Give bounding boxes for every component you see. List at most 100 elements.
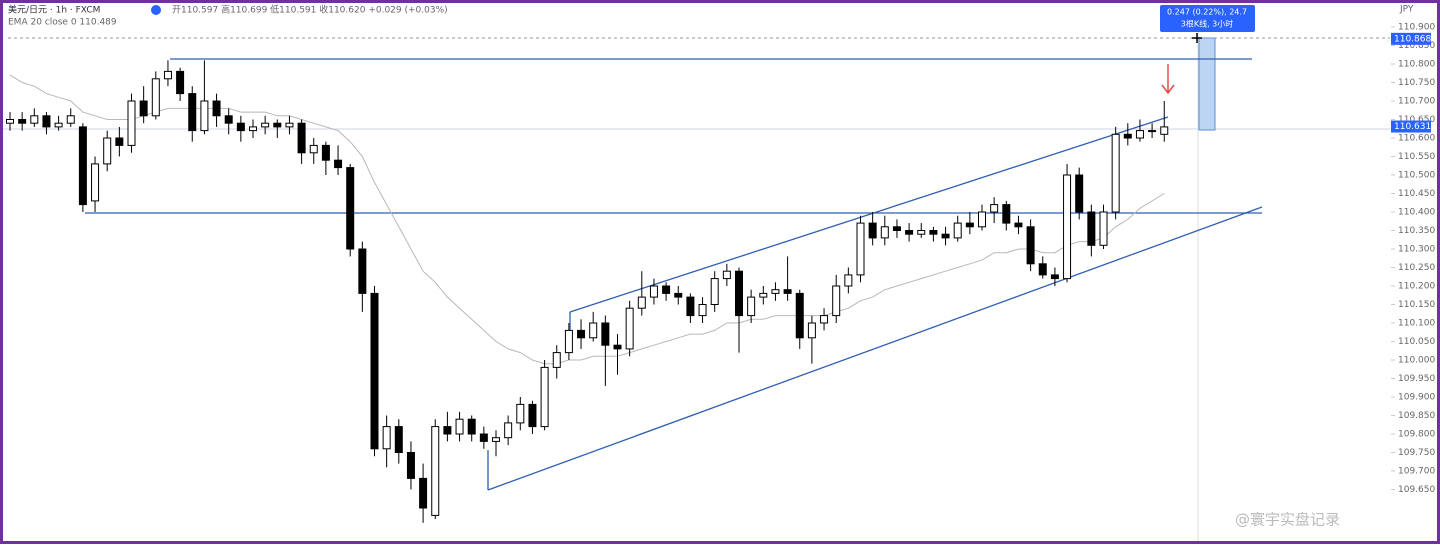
candle-body <box>1014 222 1023 228</box>
y-tick-label: 110.350 <box>1398 226 1435 236</box>
candle-body <box>771 289 780 294</box>
candle-body <box>795 292 804 339</box>
currency: JPY <box>1399 5 1414 15</box>
y-tick-label: 110.850 <box>1398 41 1435 51</box>
candle-body <box>212 100 221 117</box>
candle-body <box>309 144 318 154</box>
candle-body <box>674 292 683 298</box>
y-tick-label: 109.850 <box>1398 411 1435 421</box>
candle-body <box>42 115 51 128</box>
candle-body <box>1063 174 1072 280</box>
candle-body <box>115 137 124 146</box>
candle-body <box>649 285 658 298</box>
candle-body <box>941 233 950 239</box>
candle-body <box>564 329 573 354</box>
y-tick-label: 110.900 <box>1398 23 1435 33</box>
candle-body <box>163 70 172 80</box>
candle-body <box>285 122 294 128</box>
candle-body <box>1050 274 1059 280</box>
candle-body <box>467 418 476 435</box>
y-tick-label: 110.100 <box>1398 319 1435 329</box>
candle-body <box>200 100 209 132</box>
candle-body <box>540 366 549 428</box>
candle-body <box>552 352 561 368</box>
candle-body <box>321 144 330 161</box>
candle-body <box>613 344 622 350</box>
candle-body <box>601 322 610 346</box>
channel-upper <box>569 116 1169 313</box>
candle-body <box>382 426 391 450</box>
measure-text: 0.247 (0.22%), 24.7 <box>1167 8 1247 17</box>
candle-body <box>1026 226 1035 265</box>
candle-body <box>747 296 756 317</box>
measure-box <box>1160 5 1255 32</box>
y-tick-label: 109.650 <box>1398 485 1435 495</box>
candle-body <box>419 477 428 509</box>
y-tick-label: 110.200 <box>1398 282 1435 292</box>
candle-body <box>188 93 197 132</box>
candle-body <box>103 137 112 165</box>
candle-body <box>1111 133 1120 213</box>
last-price-tag-label: 110.631 <box>1394 122 1431 132</box>
crosshair-price-tag <box>1391 32 1431 45</box>
candle-body <box>965 222 974 228</box>
candle-body <box>807 322 816 339</box>
candle-body <box>1038 263 1047 276</box>
candle-body <box>479 433 488 442</box>
chart-title: 美元/日元 · 1h · FXCM <box>8 4 100 16</box>
y-tick-label: 109.900 <box>1398 393 1435 403</box>
y-tick-label: 109.800 <box>1398 430 1435 440</box>
candle-body <box>528 403 537 428</box>
last-price-tag <box>1391 120 1431 133</box>
candle-body <box>856 222 865 276</box>
crosshair-price-tag-label: 110.868 <box>1394 34 1431 44</box>
candle-body <box>431 426 440 516</box>
y-tick-label: 110.550 <box>1398 152 1435 162</box>
candle-body <box>406 452 415 479</box>
candle-body <box>844 274 853 287</box>
candle-body <box>18 119 27 124</box>
candle-body <box>832 285 841 317</box>
candle-body <box>492 437 500 442</box>
y-tick-label: 110.650 <box>1398 115 1435 125</box>
visibility-icon[interactable] <box>151 5 161 15</box>
candle-body <box>66 115 75 124</box>
ohlc-header: 开110.597 高110.699 低110.591 收110.620 +0.0… <box>172 4 448 16</box>
y-tick-label: 110.600 <box>1398 134 1435 144</box>
candle-body <box>30 115 39 124</box>
candle-body <box>1123 133 1132 139</box>
candle-body <box>722 270 731 280</box>
y-tick-label: 110.300 <box>1398 245 1435 255</box>
candle-body <box>78 126 87 206</box>
candle-body <box>297 122 306 154</box>
candle-body <box>735 270 743 317</box>
candle-body <box>1087 211 1096 246</box>
candle-body <box>880 226 889 239</box>
crosshair <box>1192 33 1202 43</box>
candle-body <box>905 230 914 235</box>
candle-body <box>990 204 999 213</box>
y-tick-label: 110.250 <box>1398 263 1435 273</box>
y-tick-label: 110.150 <box>1398 300 1435 310</box>
y-tick-label: 110.500 <box>1398 171 1435 181</box>
y-tick-label: 109.950 <box>1398 374 1435 384</box>
candle-body <box>1148 130 1157 133</box>
candle-body <box>139 100 148 117</box>
plot: 110.900 110.850 110.800 110.750 110.700 110.6… <box>6 23 1435 523</box>
candle-body <box>1099 211 1108 246</box>
candle-body <box>1075 174 1084 213</box>
candle-body <box>127 100 136 146</box>
candle-body <box>443 426 452 435</box>
candle-body <box>54 122 63 128</box>
candle-body <box>698 304 707 317</box>
candle-body <box>783 289 792 294</box>
candle-body <box>504 422 513 439</box>
candle-body <box>759 292 768 298</box>
y-tick-label: 109.700 <box>1398 467 1435 477</box>
candle-body <box>686 296 695 317</box>
candle-body <box>516 403 525 424</box>
